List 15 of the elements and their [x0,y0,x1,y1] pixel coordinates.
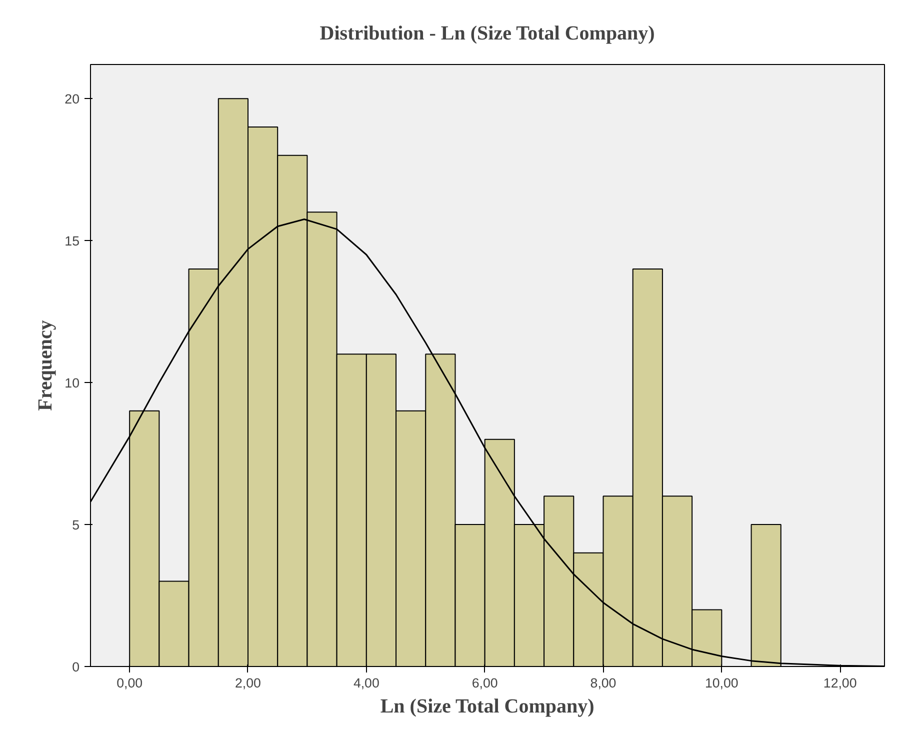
x-tick-label: 6,00 [472,676,498,690]
chart-title: Distribution - Ln (Size Total Company) [320,22,655,44]
x-tick-label: 10,00 [704,676,738,690]
y-axis-title: Frequency [34,320,57,411]
x-tick-label: 2,00 [235,676,261,690]
x-tick-label: 12,00 [823,676,857,690]
y-tick-label: 20 [64,92,80,107]
x-axis-title: Ln (Size Total Company) [380,696,594,718]
x-tick-label: 8,00 [590,676,616,690]
x-tick-label: 0,00 [116,676,143,690]
y-tick-label: 10 [64,376,80,391]
y-tick-label: 0 [72,660,80,674]
y-tick-label: 5 [72,518,80,533]
x-tick-label: 4,00 [353,676,380,690]
y-tick-label: 15 [64,234,80,249]
